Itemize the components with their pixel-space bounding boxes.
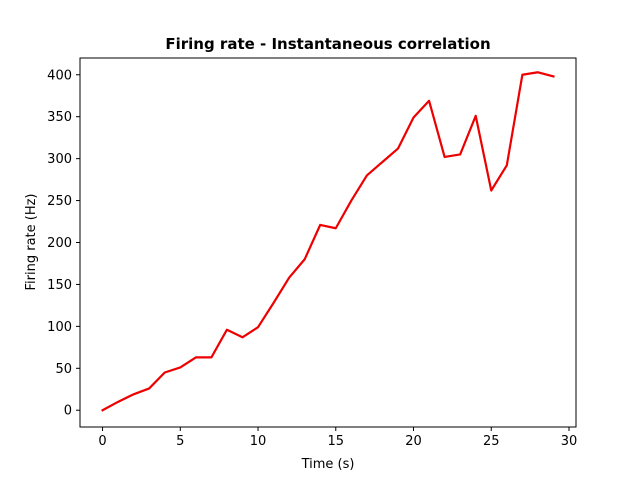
firing-rate-line <box>101 71 555 412</box>
y-tick-label: 400 <box>47 68 72 83</box>
x-tick-label: 10 <box>250 434 267 449</box>
x-tick-label: 30 <box>561 434 578 449</box>
y-tick-label: 350 <box>47 110 72 125</box>
y-tick-label: 250 <box>47 194 72 209</box>
x-tick-label: 5 <box>176 434 184 449</box>
chart-title: Firing rate - Instantaneous correlation <box>165 35 490 53</box>
x-tick-label: 25 <box>483 434 500 449</box>
y-tick-label: 0 <box>64 404 72 419</box>
y-tick-label: 50 <box>55 362 72 377</box>
y-tick-label: 100 <box>47 320 72 335</box>
x-axis-ticks: 0 5 10 15 20 25 30 <box>98 427 577 449</box>
y-axis-ticks: 0 50 100 150 200 250 300 350 400 <box>47 68 80 419</box>
y-tick-label: 200 <box>47 236 72 251</box>
y-tick-label: 150 <box>47 278 72 293</box>
plot-area-frame <box>79 57 577 428</box>
y-axis-label: Firing rate (Hz) <box>24 193 39 290</box>
x-tick-label: 15 <box>328 434 345 449</box>
x-tick-label: 0 <box>98 434 106 449</box>
y-tick-label: 300 <box>47 152 72 167</box>
x-tick-label: 20 <box>405 434 422 449</box>
x-axis-label: Time (s) <box>301 457 355 472</box>
